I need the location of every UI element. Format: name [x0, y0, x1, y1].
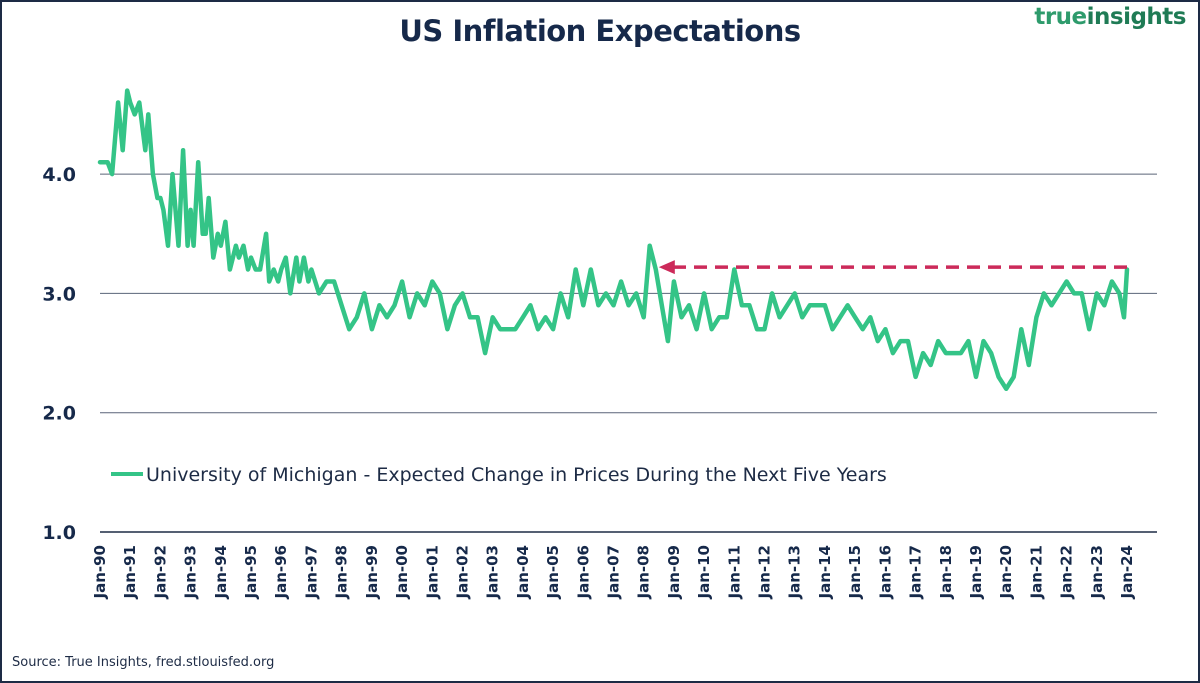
x-tick-label: Jan-17 [907, 545, 925, 599]
legend-label: University of Michigan - Expected Change… [146, 464, 887, 486]
x-tick-label: Jan-01 [423, 545, 441, 599]
x-tick-label: Jan-24 [1118, 545, 1136, 599]
x-tick-label: Jan-05 [544, 545, 562, 599]
x-tick-label: Jan-07 [605, 545, 623, 599]
y-tick-label: 4.0 [42, 164, 76, 186]
annotation-arrowhead [658, 260, 675, 275]
x-tick-label: Jan-22 [1058, 545, 1076, 599]
x-tick-label: Jan-10 [695, 545, 713, 599]
x-tick-label: Jan-06 [574, 545, 592, 599]
y-tick-label: 1.0 [42, 522, 76, 544]
x-tick-label: Jan-21 [1027, 545, 1045, 599]
series-line [97, 88, 1130, 392]
x-tick-label: Jan-09 [665, 545, 683, 599]
x-tick-label: Jan-04 [514, 545, 532, 599]
x-tick-label: Jan-97 [302, 545, 320, 599]
x-tick-label: Jan-92 [151, 545, 169, 599]
x-tick-label: Jan-16 [876, 545, 894, 599]
x-tick-label: Jan-18 [937, 545, 955, 599]
series-layer [97, 88, 1130, 392]
x-tick-label: Jan-19 [967, 545, 985, 599]
brand-logo: trueinsights [1034, 4, 1186, 30]
x-tick-label: Jan-12 [756, 545, 774, 599]
x-tick-label: Jan-11 [725, 545, 743, 599]
x-tick-label: Jan-14 [816, 545, 834, 599]
x-tick-label: Jan-15 [846, 545, 864, 599]
x-tick-label: Jan-91 [121, 545, 139, 599]
x-tick-label: Jan-23 [1088, 545, 1106, 599]
y-tick-label: 3.0 [42, 283, 76, 305]
brand-logo-part2: insights [1086, 4, 1187, 30]
x-axis: Jan-90 Jan-91 Jan-92 Jan-93 Jan-94 Jan-95 Jan-… [91, 545, 1136, 599]
x-tick-label: Jan-13 [786, 545, 804, 599]
x-tick-label: Jan-08 [635, 545, 653, 599]
x-tick-label: Jan-98 [333, 545, 351, 599]
x-tick-label: Jan-03 [484, 545, 502, 599]
source-note: Source: True Insights, fred.stlouisfed.o… [12, 655, 275, 670]
y-axis: 1.0 2.0 3.0 4.0 [42, 164, 76, 544]
x-tick-label: Jan-93 [182, 545, 200, 599]
x-tick-label: Jan-02 [453, 545, 471, 599]
x-tick-label: Jan-96 [272, 545, 290, 599]
x-tick-label: Jan-00 [393, 545, 411, 599]
y-tick-label: 2.0 [42, 403, 76, 425]
x-tick-label: Jan-20 [997, 545, 1015, 599]
legend: University of Michigan - Expected Change… [111, 464, 887, 486]
x-tick-label: Jan-95 [242, 545, 260, 599]
x-tick-label: Jan-94 [212, 545, 230, 599]
brand-logo-part1: true [1034, 4, 1087, 30]
annotation-layer [658, 260, 1127, 275]
x-tick-label: Jan-90 [91, 545, 109, 599]
chart-title: US Inflation Expectations [399, 14, 801, 48]
gridlines [100, 173, 1157, 533]
x-tick-label: Jan-99 [363, 545, 381, 599]
